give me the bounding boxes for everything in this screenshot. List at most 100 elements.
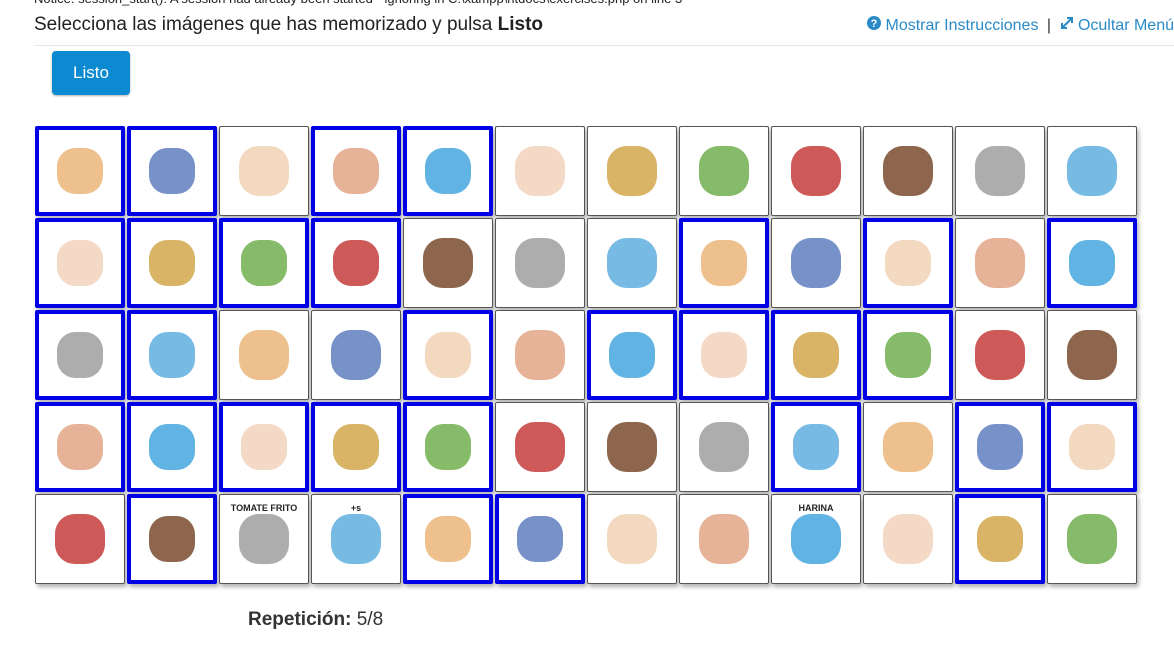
picture-tile[interactable]	[35, 402, 125, 492]
picture-tile[interactable]	[1047, 402, 1137, 492]
show-instructions-link[interactable]: Mostrar Instrucciones	[885, 17, 1039, 34]
picture-tile[interactable]	[771, 218, 861, 308]
picture-tile[interactable]	[771, 310, 861, 400]
picture-tile[interactable]	[587, 310, 677, 400]
divider	[34, 45, 1174, 46]
picture-tile[interactable]	[587, 218, 677, 308]
picture-tile[interactable]	[1047, 126, 1137, 216]
picture-tile[interactable]: HARINA	[771, 494, 861, 584]
pictogram	[977, 516, 1023, 562]
pictogram	[239, 146, 289, 196]
pictogram-label: HARINA	[798, 503, 834, 513]
picture-tile[interactable]	[403, 402, 493, 492]
hide-menu-link[interactable]: Ocultar Menú	[1077, 17, 1174, 34]
picture-tile[interactable]	[495, 494, 585, 584]
picture-tile[interactable]: TOMATE FRITO	[219, 494, 309, 584]
picture-tile[interactable]	[863, 402, 953, 492]
pictogram	[609, 332, 655, 378]
picture-tile[interactable]	[219, 310, 309, 400]
picture-tile[interactable]	[495, 310, 585, 400]
picture-tile[interactable]: +s	[311, 494, 401, 584]
pictogram	[423, 238, 473, 288]
picture-tile[interactable]	[679, 494, 769, 584]
pictogram	[977, 424, 1023, 470]
picture-tile[interactable]	[311, 126, 401, 216]
picture-tile[interactable]	[587, 402, 677, 492]
picture-tile[interactable]	[1047, 218, 1137, 308]
picture-tile[interactable]	[35, 310, 125, 400]
picture-tile[interactable]	[219, 402, 309, 492]
pictogram	[1067, 514, 1117, 564]
pictogram	[883, 422, 933, 472]
picture-tile[interactable]	[495, 402, 585, 492]
pictogram	[793, 332, 839, 378]
picture-tile[interactable]	[219, 218, 309, 308]
pictogram	[1069, 424, 1115, 470]
picture-tile[interactable]	[403, 218, 493, 308]
pictogram	[333, 148, 379, 194]
pictogram	[515, 146, 565, 196]
pictogram	[515, 422, 565, 472]
pictogram	[425, 424, 471, 470]
picture-tile[interactable]	[679, 218, 769, 308]
picture-tile[interactable]	[863, 494, 953, 584]
pictogram	[607, 238, 657, 288]
picture-tile[interactable]	[311, 310, 401, 400]
picture-tile[interactable]	[35, 494, 125, 584]
pictogram	[331, 330, 381, 380]
pictogram	[425, 332, 471, 378]
picture-tile[interactable]	[495, 126, 585, 216]
picture-tile[interactable]	[219, 126, 309, 216]
pictogram	[1067, 330, 1117, 380]
pictogram	[57, 424, 103, 470]
picture-tile[interactable]	[127, 310, 217, 400]
pictogram	[699, 514, 749, 564]
pictogram	[55, 514, 105, 564]
pictogram	[239, 514, 289, 564]
picture-tile[interactable]	[35, 218, 125, 308]
pictogram	[515, 330, 565, 380]
pictogram	[885, 240, 931, 286]
repetition-value: 5/8	[356, 609, 384, 630]
expand-icon	[1060, 17, 1073, 29]
instruction-bold: Listo	[497, 14, 544, 35]
picture-tile[interactable]	[35, 126, 125, 216]
pictogram	[425, 148, 471, 194]
picture-tile[interactable]	[863, 218, 953, 308]
instruction-text: Selecciona las imágenes que has memoriza…	[34, 14, 493, 35]
pictogram	[883, 514, 933, 564]
notice: Notice: session_start(): A session had a…	[34, 0, 682, 6]
picture-tile[interactable]	[403, 126, 493, 216]
picture-tile[interactable]	[679, 402, 769, 492]
picture-tile[interactable]	[587, 126, 677, 216]
picture-tile[interactable]	[679, 126, 769, 216]
picture-tile[interactable]	[955, 402, 1045, 492]
picture-tile[interactable]	[127, 402, 217, 492]
picture-tile[interactable]	[311, 218, 401, 308]
picture-tile[interactable]	[863, 126, 953, 216]
picture-tile[interactable]	[495, 218, 585, 308]
picture-tile[interactable]	[679, 310, 769, 400]
picture-tile[interactable]	[955, 126, 1045, 216]
picture-tile[interactable]	[587, 494, 677, 584]
pictogram	[607, 422, 657, 472]
done-button[interactable]: Listo	[52, 51, 130, 95]
picture-tile[interactable]	[127, 218, 217, 308]
pictogram	[517, 516, 563, 562]
picture-tile[interactable]	[311, 402, 401, 492]
picture-tile[interactable]	[863, 310, 953, 400]
picture-tile[interactable]	[403, 310, 493, 400]
picture-tile[interactable]	[1047, 310, 1137, 400]
picture-tile[interactable]	[955, 218, 1045, 308]
picture-tile[interactable]	[127, 494, 217, 584]
pictogram	[975, 146, 1025, 196]
picture-tile[interactable]	[127, 126, 217, 216]
repetition-label: Repetición:	[248, 609, 352, 630]
picture-tile[interactable]	[771, 126, 861, 216]
pictogram	[883, 146, 933, 196]
picture-tile[interactable]	[403, 494, 493, 584]
picture-tile[interactable]	[1047, 494, 1137, 584]
picture-tile[interactable]	[771, 402, 861, 492]
picture-tile[interactable]	[955, 494, 1045, 584]
picture-tile[interactable]	[955, 310, 1045, 400]
